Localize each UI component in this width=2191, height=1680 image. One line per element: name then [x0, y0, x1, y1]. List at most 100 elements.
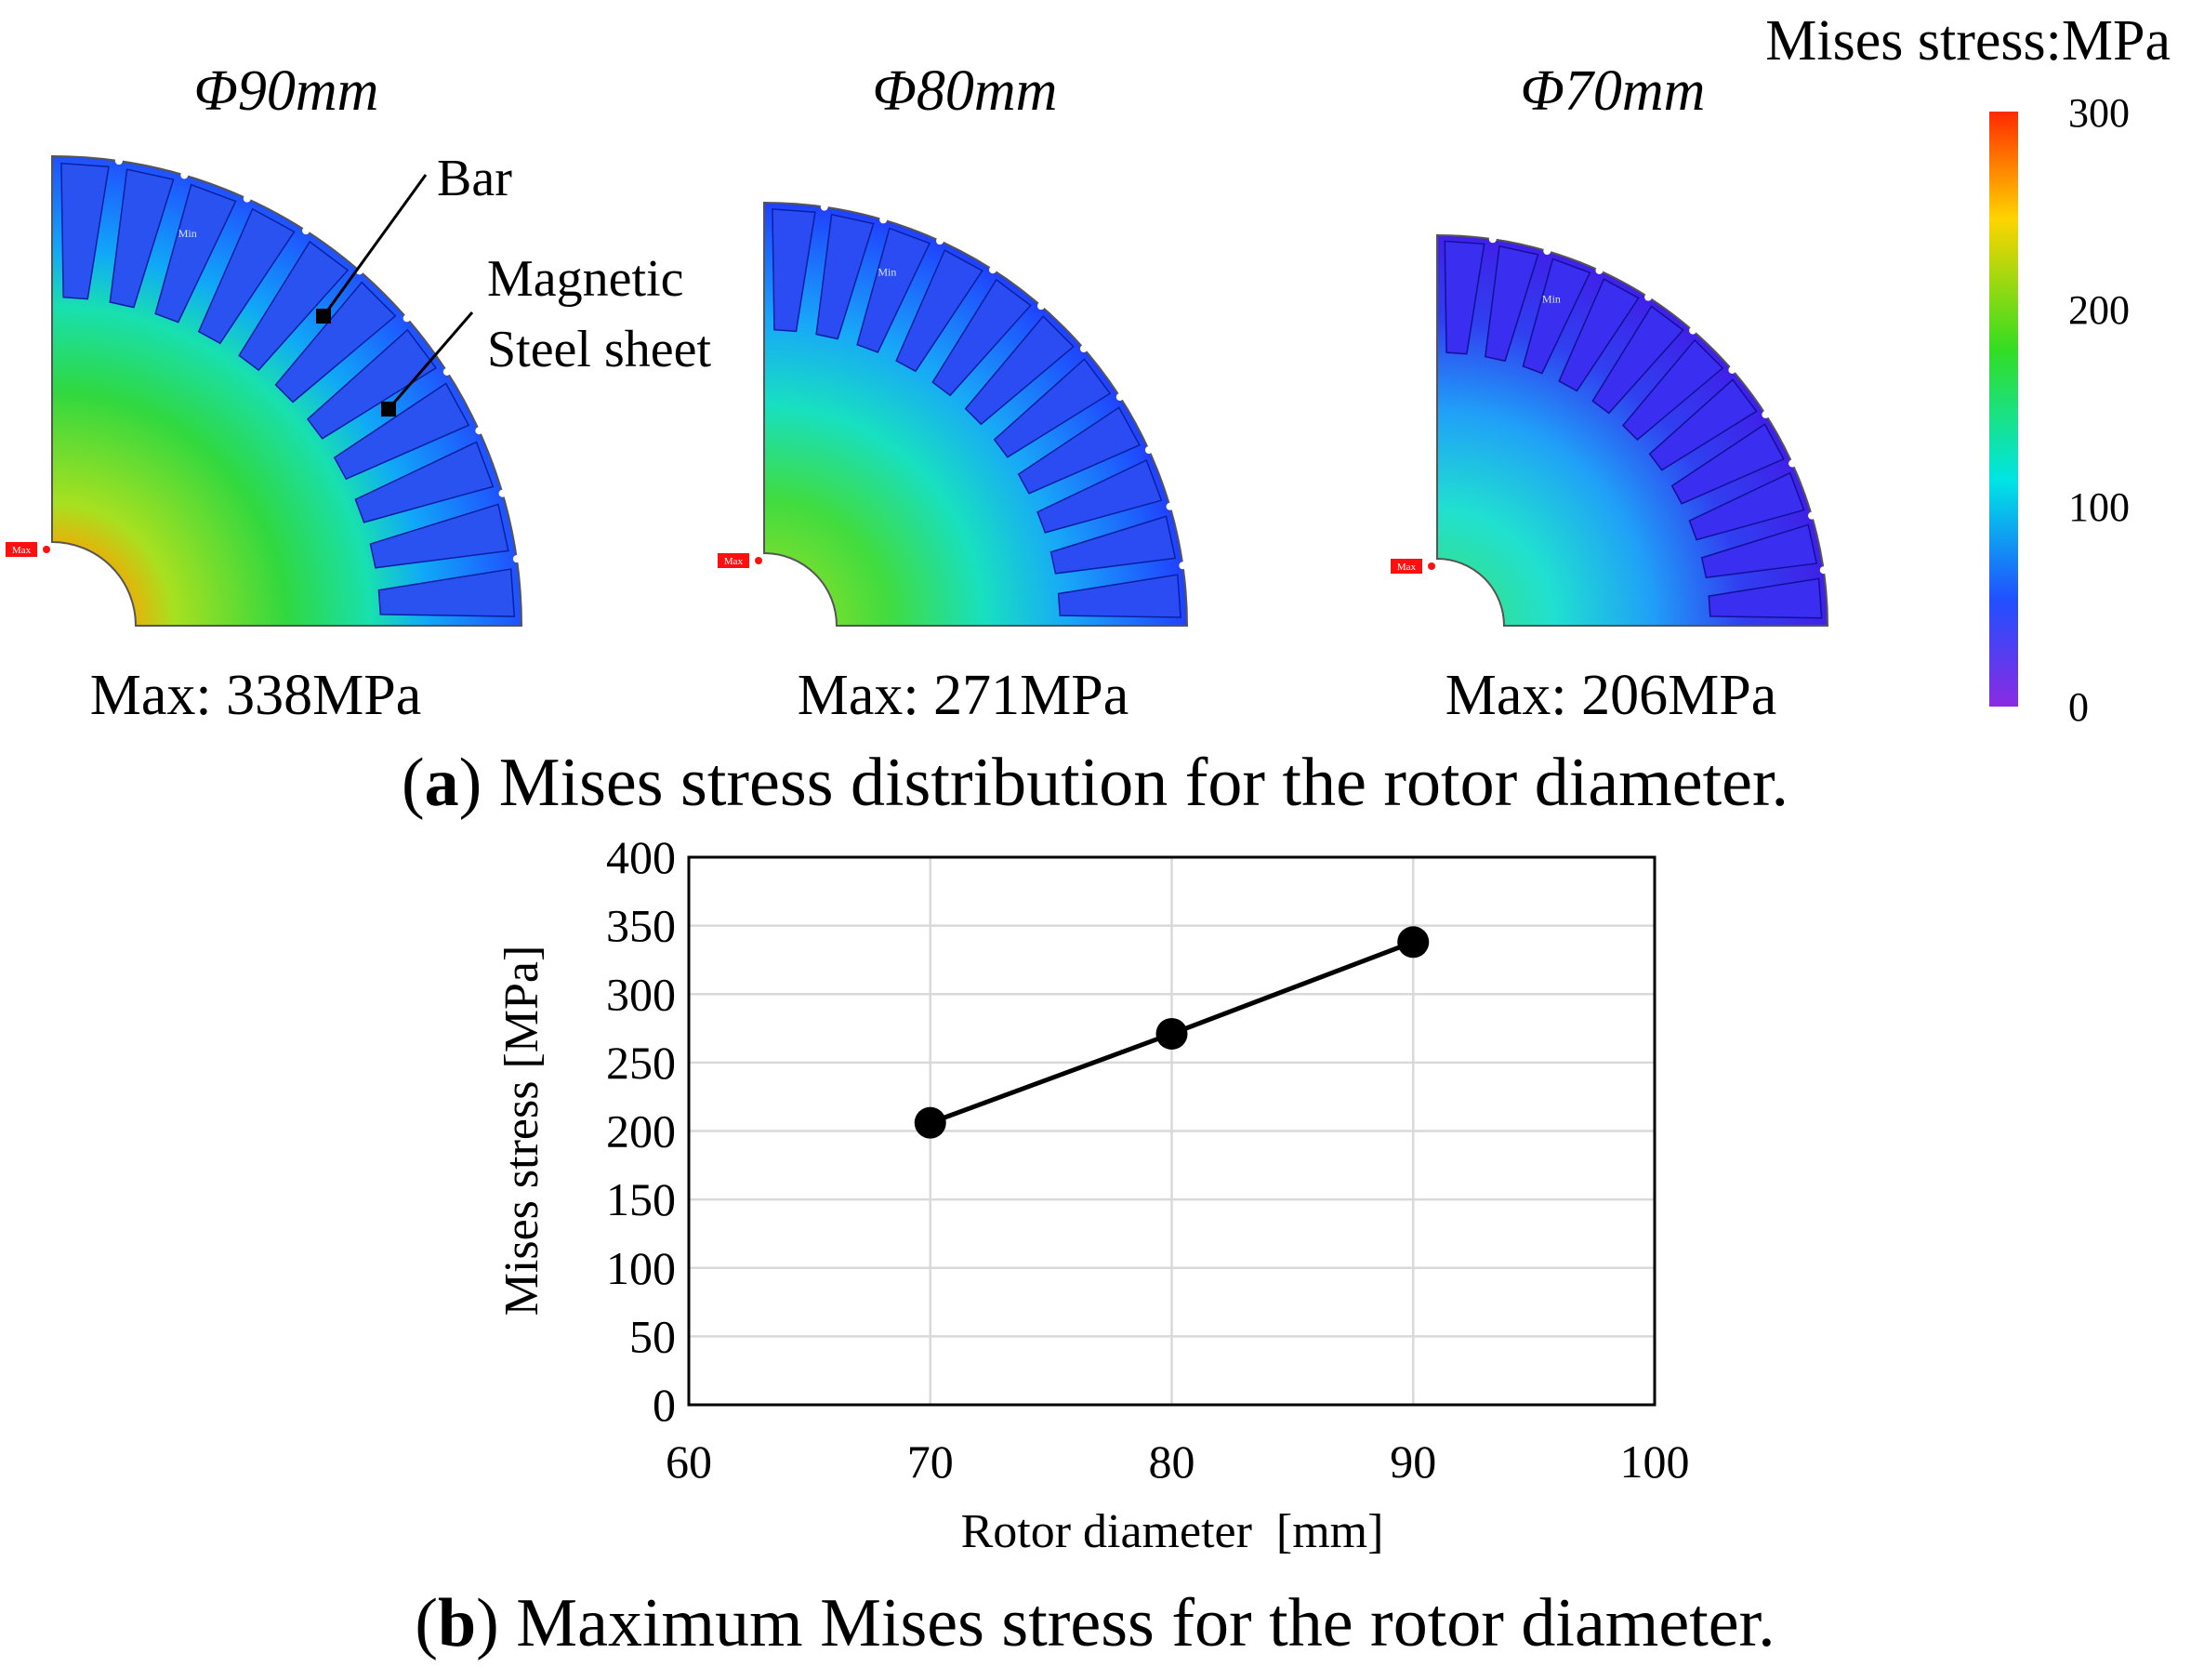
- rotor-notch: [1079, 345, 1088, 353]
- rotor-notch: [180, 171, 189, 179]
- colorbar-tick-100: 100: [2068, 484, 2130, 530]
- rotor-bar: [238, 240, 350, 372]
- x-axis-ticks: 60 70 80 90 100: [666, 1435, 1690, 1488]
- rotor-bar: [1036, 458, 1163, 534]
- rotor-70-title: Φ70mm: [1521, 60, 1706, 123]
- chart-plot-area: [687, 855, 1656, 1407]
- rotor-notch: [1788, 459, 1797, 468]
- colorbar-tick-0: 0: [2068, 684, 2089, 730]
- y-tick-label: 0: [653, 1379, 676, 1431]
- rotor-notch: [442, 367, 451, 376]
- caption-a-letter: a: [425, 745, 459, 821]
- rotor-bar: [306, 328, 438, 440]
- y-tick-label: 100: [606, 1242, 676, 1294]
- annotation-steel-label: Steel sheet: [487, 321, 711, 378]
- rotor-bar: [931, 278, 1032, 397]
- max-marker-box: [6, 542, 37, 557]
- rotor-bar: [274, 281, 397, 403]
- caption-b-text: Maximum Mises stress for the rotor diame…: [516, 1585, 1775, 1661]
- rotor-notch: [1807, 511, 1815, 520]
- caption-a-text: Mises stress distribution for the rotor …: [499, 745, 1788, 821]
- rotor-notch: [1036, 302, 1045, 311]
- rotor-notch: [1819, 566, 1828, 575]
- max-marker-box: [718, 553, 749, 568]
- rotor-bar: [197, 207, 296, 345]
- rotor-bar: [815, 213, 875, 340]
- rotor-notch: [475, 427, 483, 435]
- rotor-bar: [1700, 523, 1818, 579]
- rotor-bar: [1049, 515, 1177, 575]
- min-marker-text: Min: [1542, 292, 1561, 305]
- rotor-bar: [1708, 577, 1823, 619]
- rotor-notch: [114, 157, 123, 165]
- caption-b: (b) Maximum Mises stress for the rotor d…: [415, 1585, 1775, 1661]
- rotor-notch: [936, 237, 944, 245]
- rotor-bar: [856, 227, 931, 353]
- rotor-notch: [1166, 502, 1174, 510]
- caption-b-letter: b: [438, 1585, 476, 1661]
- rotor-notch: [879, 216, 888, 224]
- max-marker-text: Max: [1397, 562, 1417, 573]
- y-tick-label: 250: [606, 1037, 676, 1089]
- caption-a: (a) Mises stress distribution for the ro…: [402, 745, 1788, 821]
- rotor-bar: [369, 503, 509, 569]
- y-axis-ticks: 0 50 100 150 200 250 300 350 400: [606, 831, 676, 1431]
- rotor-bar: [993, 358, 1112, 458]
- rotor-bar: [772, 208, 816, 333]
- rotor-80-max-label: Max: 271MPa: [798, 664, 1129, 727]
- colorbar-title: Mises stress:MPa: [1765, 9, 2171, 73]
- y-axis-label: Mises stress [MPa]: [495, 946, 548, 1316]
- y-tick-label: 200: [606, 1105, 676, 1157]
- rotor-90-max-label: Max: 338MPa: [90, 664, 422, 727]
- rotor-80-stress-map: Max Min: [718, 201, 1189, 627]
- rotor-bar: [1622, 338, 1724, 441]
- rotor-bar: [1484, 245, 1539, 363]
- rotor-bar: [1688, 471, 1805, 541]
- rotor-notch: [1762, 410, 1770, 418]
- rotor-bar: [1057, 574, 1181, 618]
- rotor-notch: [498, 489, 507, 497]
- rotor-90-stress-map: Max Min: [6, 154, 523, 627]
- rotor-notch: [1644, 293, 1653, 301]
- y-tick-label: 50: [629, 1310, 676, 1362]
- annotation-bar: Bar: [316, 150, 512, 324]
- rotor-notch: [988, 266, 997, 274]
- y-tick-label: 150: [606, 1173, 676, 1225]
- rotor-notch: [1179, 562, 1187, 570]
- rotor-bar: [377, 568, 516, 617]
- rotor-bar: [333, 382, 470, 481]
- colorbar: [1989, 112, 2018, 707]
- rotor-bar: [154, 183, 237, 324]
- rotor-notch: [512, 555, 521, 563]
- min-marker-text: Min: [878, 266, 896, 279]
- rotor-bar: [895, 249, 983, 373]
- max-marker-text: Max: [724, 556, 744, 567]
- x-axis-label: Rotor diameter [mm]: [961, 1505, 1384, 1558]
- rotor-notch: [1728, 365, 1736, 374]
- rotor-bar: [1670, 423, 1785, 505]
- colorbar-tick-200: 200: [2068, 287, 2130, 333]
- rotor-notch: [1689, 326, 1697, 335]
- y-tick-label: 350: [606, 900, 676, 952]
- max-marker-box: [1391, 559, 1422, 574]
- annotation-magnetic-steel: Magnetic Steel sheet: [381, 250, 711, 417]
- max-marker: Max: [1391, 559, 1435, 574]
- x-tick-label: 100: [1620, 1435, 1690, 1488]
- y-tick-label: 400: [606, 831, 676, 883]
- data-point: [1155, 1017, 1188, 1050]
- rotor-notch: [1144, 445, 1153, 454]
- x-tick-label: 60: [666, 1435, 712, 1488]
- rotor-bar: [109, 168, 175, 309]
- rotor-70-stress-map: Max Min: [1391, 233, 1829, 627]
- data-point: [1397, 926, 1430, 959]
- rotor-bar: [1591, 305, 1684, 415]
- y-tick-label: 300: [606, 968, 676, 1020]
- rotor-bar: [1522, 258, 1591, 375]
- colorbar-tick-300: 300: [2068, 90, 2130, 136]
- max-marker-dot: [43, 546, 50, 553]
- x-tick-label: 90: [1390, 1435, 1436, 1488]
- chart-grid: [687, 855, 1656, 1407]
- rotor-notch: [403, 314, 411, 323]
- rotor-notch: [1543, 247, 1551, 256]
